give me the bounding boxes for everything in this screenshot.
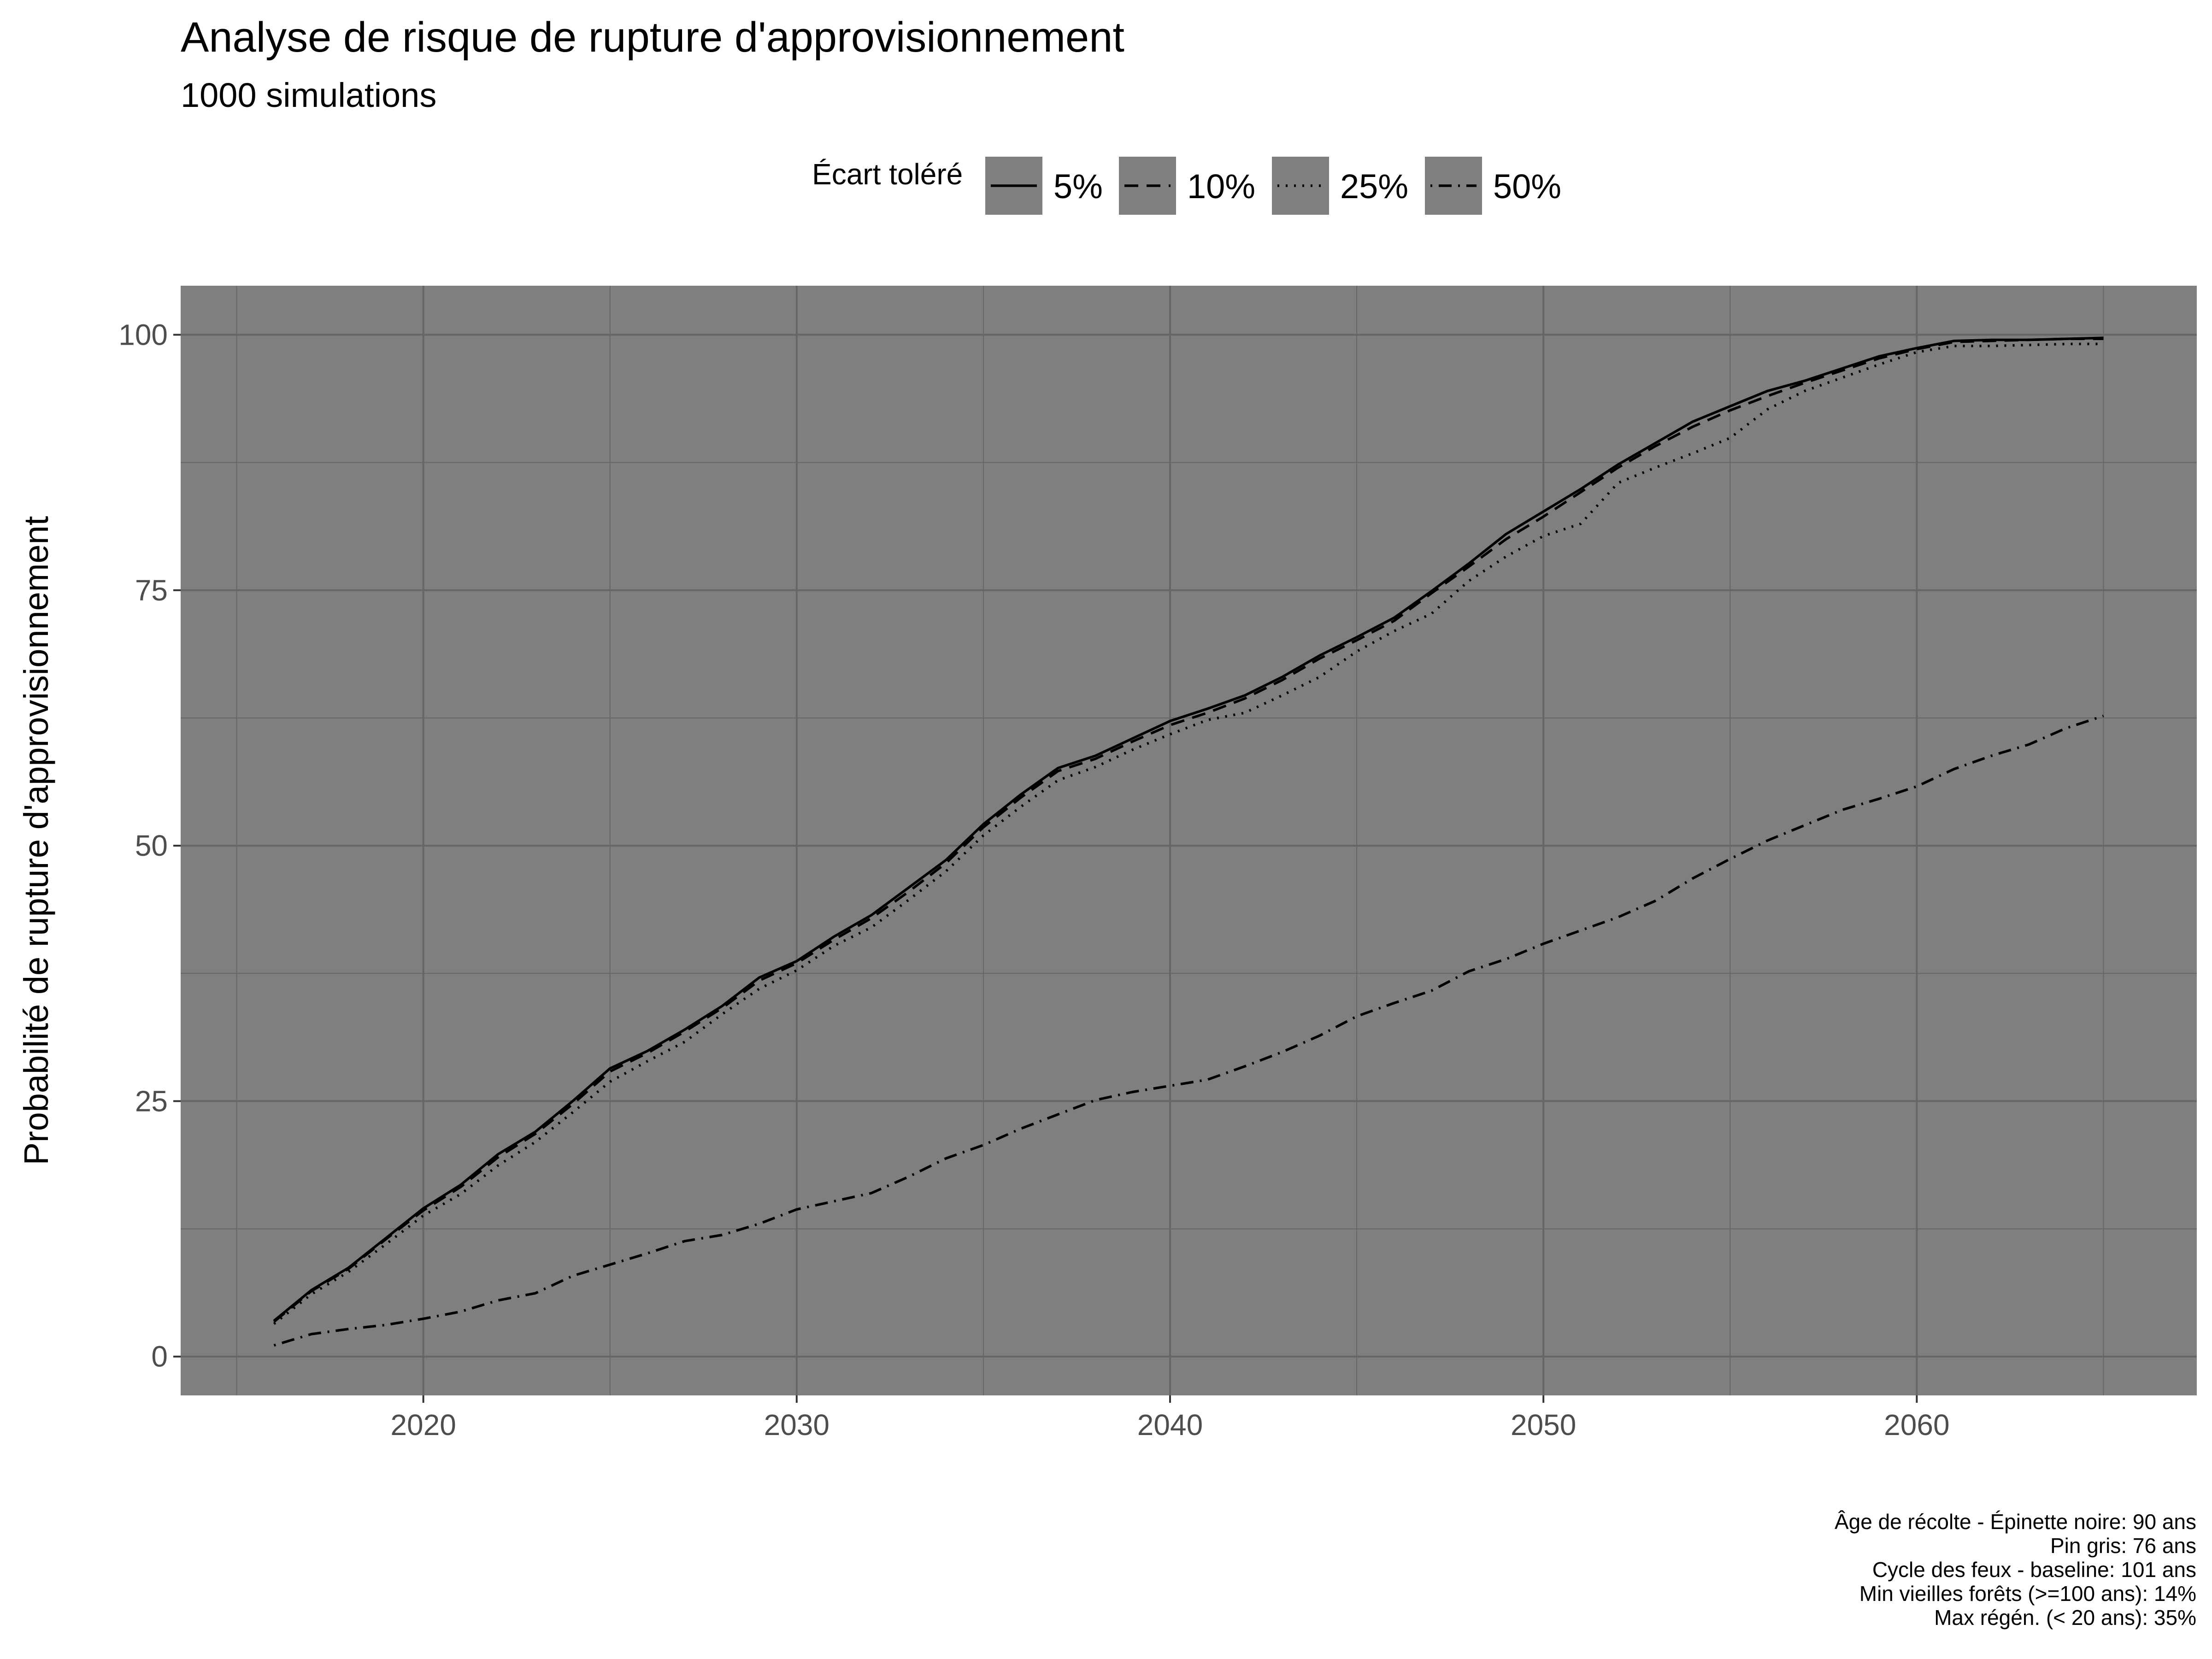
y-axis-title: Probabilité de rupture d'approvisionneme… xyxy=(17,516,55,1165)
plot-panel xyxy=(181,286,2197,1395)
legend-label: 50% xyxy=(1493,167,1561,206)
caption-line: Max régén. (< 20 ans): 35% xyxy=(1934,1606,2196,1630)
caption: Âge de récolte - Épinette noire: 90 ans … xyxy=(1835,1510,2196,1630)
caption-line: Âge de récolte - Épinette noire: 90 ans xyxy=(1835,1510,2196,1534)
chart-subtitle: 1000 simulations xyxy=(181,76,436,114)
minor-grid xyxy=(181,286,2197,1395)
x-axis: 2020 2030 2040 2050 2060 xyxy=(390,1395,1950,1441)
y-tick-label: 75 xyxy=(135,574,168,607)
series-line-25% xyxy=(273,342,2104,1325)
x-tick-label: 2060 xyxy=(1884,1408,1949,1441)
series-line-10% xyxy=(273,337,2104,1323)
y-tick-label: 25 xyxy=(135,1084,168,1118)
legend-label: 25% xyxy=(1340,167,1408,206)
chart-title: Analyse de risque de rupture d'approvisi… xyxy=(181,14,1124,61)
y-tick-label: 50 xyxy=(135,829,168,862)
caption-line: Cycle des feux - baseline: 101 ans xyxy=(1872,1558,2196,1582)
x-tick-label: 2030 xyxy=(764,1408,830,1441)
y-tick-label: 100 xyxy=(118,318,168,351)
series-line-5% xyxy=(273,336,2104,1322)
caption-line: Pin gris: 76 ans xyxy=(2050,1534,2196,1558)
y-axis: 0 25 50 75 100 xyxy=(118,318,181,1373)
caption-line: Min vieilles forêts (>=100 ans): 14% xyxy=(1859,1582,2196,1606)
x-tick-label: 2040 xyxy=(1137,1408,1203,1441)
y-tick-label: 0 xyxy=(151,1340,168,1373)
legend-label: 5% xyxy=(1053,167,1103,206)
legend-title: Écart toléré xyxy=(812,158,963,191)
x-tick-label: 2020 xyxy=(390,1408,456,1441)
x-tick-label: 2050 xyxy=(1511,1408,1576,1441)
series-lines xyxy=(273,336,2104,1347)
legend: Écart toléré 5% 10% 25% 50% xyxy=(812,157,1561,215)
legend-label: 10% xyxy=(1187,167,1255,206)
series-line-50% xyxy=(273,714,2104,1347)
